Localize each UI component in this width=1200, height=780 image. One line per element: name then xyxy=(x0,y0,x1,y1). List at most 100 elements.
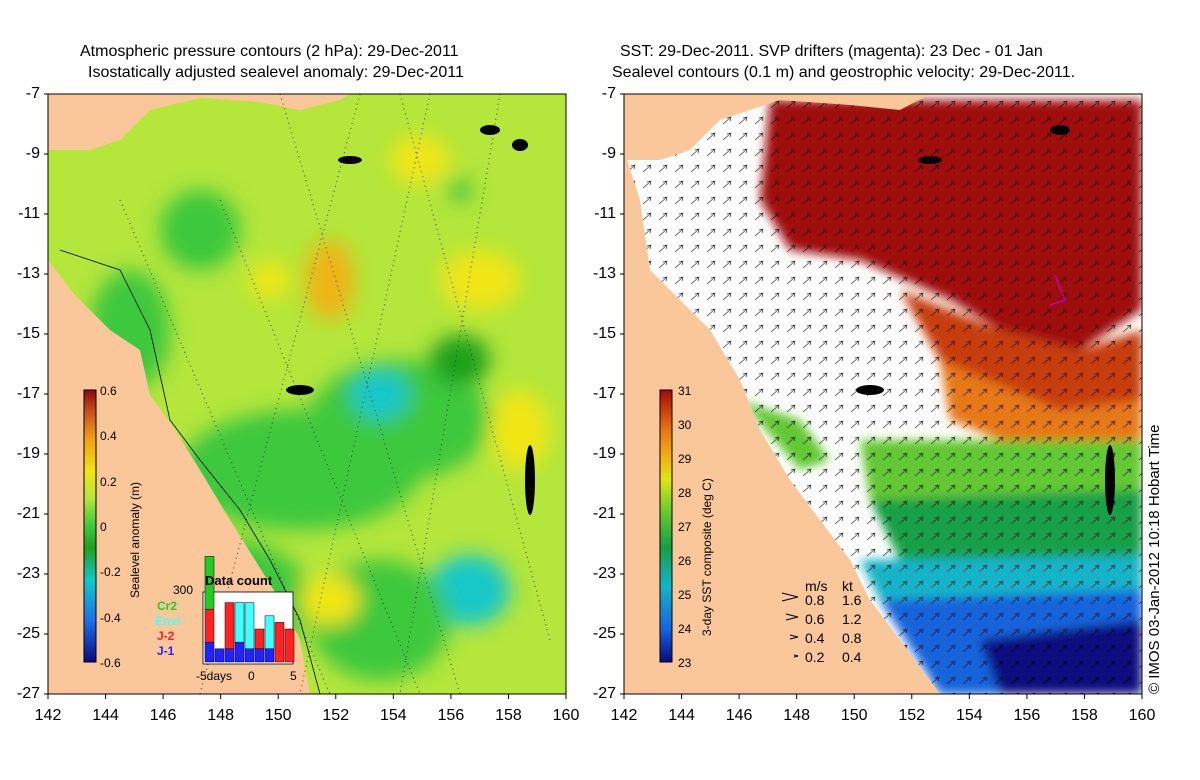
x-tick-label-right: 154 xyxy=(955,707,983,724)
x-tick-label-right: 144 xyxy=(668,707,695,724)
y-tick-label-left: -25 xyxy=(16,625,40,642)
x-tick-label-left: 146 xyxy=(149,707,177,724)
sla-colorbar xyxy=(83,389,97,663)
sst-colorbar-tick: 27 xyxy=(678,520,692,534)
x-tick-label-right: 160 xyxy=(1128,707,1156,724)
data-count-x-right: 5 xyxy=(290,669,297,683)
sst-colorbar-tick: 24 xyxy=(678,622,692,636)
velocity-legend-kt-header: kt xyxy=(842,578,853,594)
sst-colorbar-tick: 23 xyxy=(678,656,692,670)
velocity-legend-ms: 0.6 xyxy=(805,611,825,627)
x-tick-label-right: 152 xyxy=(898,707,926,724)
y-tick-label-right: -23 xyxy=(592,565,616,582)
data-count-bar-j-2 xyxy=(224,602,235,650)
sla-colorbar-tick: -0.2 xyxy=(100,565,121,580)
left-title-line2: Isostatically adjusted sealevel anomaly:… xyxy=(88,64,464,81)
x-tick-label-right: 146 xyxy=(725,707,753,724)
left-map xyxy=(48,94,566,694)
sst-colorbar-tick: 25 xyxy=(678,588,692,602)
y-tick-label-left: -21 xyxy=(16,505,40,522)
data-count-bar-j-1 xyxy=(244,648,255,663)
legend-j2: J-2 xyxy=(157,629,175,643)
y-tick-label-right: -25 xyxy=(592,625,616,642)
data-count-bar-j-1 xyxy=(254,648,265,663)
velocity-legend-ms: 0.4 xyxy=(805,630,825,646)
y-tick-label-right: -13 xyxy=(592,265,616,282)
data-count-inset xyxy=(202,556,295,665)
x-tick-label-left: 160 xyxy=(552,707,580,724)
data-count-bar-j-1 xyxy=(264,648,275,663)
data-count-x-left: -5days xyxy=(196,669,233,683)
sst-colorbar-tick: 28 xyxy=(678,486,692,500)
velocity-legend-kt: 1.2 xyxy=(842,611,862,627)
data-count-bar-j-1 xyxy=(224,648,235,663)
y-tick-label-right: -17 xyxy=(592,385,616,402)
y-tick-label-right: -27 xyxy=(592,685,616,702)
y-tick-label-left: -19 xyxy=(16,445,40,462)
sla-colorbar-tick: 0.4 xyxy=(100,429,117,444)
data-count-bar-j-2 xyxy=(254,628,265,650)
legend-j1: J-1 xyxy=(157,644,175,658)
sst-colorbar-tick: 26 xyxy=(678,554,692,568)
y-tick-label-left: -27 xyxy=(16,685,40,702)
sst-colorbar-tick: 30 xyxy=(678,418,692,432)
velocity-legend-arrows xyxy=(781,592,799,658)
data-count-max: 300 xyxy=(173,583,194,597)
data-count-bar-j-2 xyxy=(284,628,295,663)
y-tick-label-left: -11 xyxy=(18,205,40,222)
y-tick-label-left: -7 xyxy=(25,85,40,102)
sla-colorbar-tick: 0.6 xyxy=(100,384,117,398)
x-tick-label-right: 150 xyxy=(840,707,868,724)
velocity-legend-kt: 0.4 xyxy=(842,649,862,665)
y-tick-label-right: -21 xyxy=(592,505,616,522)
x-tick-label-left: 156 xyxy=(437,707,465,724)
data-count-bar-j-2 xyxy=(204,608,215,643)
y-tick-label-left: -15 xyxy=(16,325,40,342)
sst-colorbar-tick: 31 xyxy=(678,384,692,398)
sla-colorbar-tick: 0.2 xyxy=(100,474,117,489)
data-count-bar-envi xyxy=(264,615,275,650)
right-title-line1: SST: 29-Dec-2011. SVP drifters (magenta)… xyxy=(620,43,1043,60)
sst-colorbar-label: 3-day SST composite (deg C) xyxy=(700,478,714,636)
y-tick-label-right: -15 xyxy=(592,325,616,342)
x-tick-label-left: 148 xyxy=(207,707,234,724)
legend-envi: Envi xyxy=(155,614,181,628)
sla-colorbar-label: Sealevel anomaly (m) xyxy=(128,481,142,598)
x-tick-label-right: 158 xyxy=(1071,707,1098,724)
y-tick-label-left: -17 xyxy=(16,385,40,402)
y-tick-label-left: -23 xyxy=(16,565,40,582)
y-tick-label-right: -11 xyxy=(594,205,616,222)
x-tick-label-left: 150 xyxy=(264,707,292,724)
data-count-bar-j-1 xyxy=(204,641,215,663)
sst-colorbar-tick: 29 xyxy=(678,452,692,466)
velocity-legend-ms: 0.8 xyxy=(805,592,825,608)
right-map xyxy=(624,94,1142,694)
velocity-legend-kt: 1.6 xyxy=(842,592,862,608)
sla-colorbar-tick: -0.4 xyxy=(100,610,121,625)
velocity-legend-ms: 0.2 xyxy=(805,649,825,665)
sst-colorbar xyxy=(659,389,673,663)
velocity-legend-kt: 0.8 xyxy=(842,630,862,646)
data-count-x-mid: 0 xyxy=(248,669,255,683)
x-tick-label-right: 156 xyxy=(1013,707,1041,724)
x-tick-label-left: 152 xyxy=(322,707,350,724)
data-count-bar-cr2 xyxy=(204,556,215,610)
right-title-line2: Sealevel contours (0.1 m) and geostrophi… xyxy=(612,64,1076,81)
y-tick-label-right: -7 xyxy=(601,85,616,102)
y-tick-label-right: -19 xyxy=(592,445,616,462)
x-tick-label-left: 158 xyxy=(495,707,522,724)
y-tick-label-left: -13 xyxy=(16,265,40,282)
x-tick-label-left: 142 xyxy=(34,707,62,724)
sla-colorbar-tick: -0.6 xyxy=(100,656,121,670)
velocity-legend-ms-header: m/s xyxy=(805,578,828,594)
data-count-bar-envi xyxy=(244,602,255,650)
x-tick-label-right: 142 xyxy=(610,707,638,724)
left-title-line1: Atmospheric pressure contours (2 hPa): 2… xyxy=(80,43,459,60)
data-count-bar-j-2 xyxy=(274,622,285,663)
data-count-bar-j-1 xyxy=(214,648,225,663)
y-tick-label-left: -9 xyxy=(25,145,40,162)
data-count-title: Data count xyxy=(205,573,273,588)
imos-credit: © IMOS 03-Jan-2012 10:18 Hobart Time xyxy=(1146,424,1163,694)
legend-cr2: Cr2 xyxy=(157,599,178,613)
